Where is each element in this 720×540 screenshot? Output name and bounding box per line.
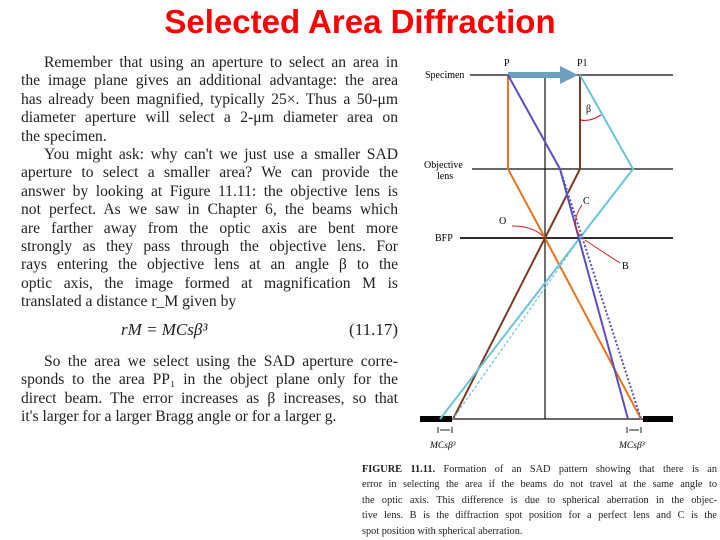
- text-line: it's larger for a larger Bragg angle or …: [21, 408, 337, 426]
- label-shift-right: MCsβ³: [618, 441, 645, 451]
- ray-cyan: [439, 74, 635, 420]
- caption-line: the optic axis. This difference is due t…: [362, 494, 717, 506]
- image-plane-block-right: [643, 416, 673, 422]
- label-o: O: [499, 216, 506, 227]
- sad-ray-diagram: Specimen Objective lens BFP P P1 β C O B…: [420, 58, 673, 451]
- text-line: You might ask: why can't we just use a s…: [44, 145, 398, 163]
- text-line: direct beam. The error increases as β in…: [21, 389, 398, 407]
- o-pointer: [511, 225, 544, 237]
- b-pointer: [584, 239, 621, 264]
- label-bfp: BFP: [435, 233, 453, 244]
- text-line: strongly as they pass through the object…: [21, 237, 398, 255]
- equation-formula: rM = MCsβ³: [121, 320, 208, 339]
- label-lens: lens: [437, 171, 453, 182]
- label-beta: β: [586, 104, 591, 115]
- text-line: sponds to the area PP₁ in the object pla…: [21, 371, 398, 389]
- label-specimen: Specimen: [425, 70, 464, 81]
- shift-marker-left: [437, 427, 453, 433]
- text-line: optic axis, the image formed at magnific…: [21, 274, 398, 292]
- caption-line: error in selecting the area if the beams…: [362, 479, 717, 491]
- text-line: not perfect. As we saw in Chapter 6, the…: [21, 201, 398, 219]
- caption-line: tive lens. B is the diffraction spot pos…: [362, 510, 717, 522]
- text-line: answer by looking at Figure 11.11: the o…: [21, 182, 398, 200]
- text-line: are farther away from the optic axis are…: [21, 219, 398, 237]
- image-plane-block-left: [420, 416, 452, 422]
- text-line: translated a distance r_M given by: [21, 293, 237, 311]
- slide-title: Selected Area Diffraction: [164, 3, 556, 40]
- figure-caption: FIGURE 11.11. Formation of an SAD patter…: [362, 462, 717, 539]
- text-line: the specimen.: [21, 127, 107, 145]
- text-line: has already been magnified, typically 25…: [21, 90, 398, 108]
- label-p: P: [504, 58, 510, 69]
- text-line: the image plane gives an additional adva…: [21, 72, 398, 90]
- label-c: C: [583, 196, 590, 207]
- shift-marker-right: [626, 427, 642, 433]
- text-line: So the area we select using the SAD aper…: [44, 353, 398, 370]
- label-shift-left: MCsβ³: [429, 441, 456, 451]
- caption-line: spot position with spherical aberration.: [362, 525, 523, 537]
- text-line: rays entering the objective lens at an a…: [21, 256, 398, 274]
- body-text: So the area we select using the SAD aper…: [21, 353, 398, 427]
- body-text: Remember that using an aperture to selec…: [21, 54, 398, 311]
- caption-label: FIGURE 11.11.: [362, 464, 436, 475]
- text-line: aperture to select a smaller area? We ca…: [21, 164, 398, 182]
- ray-purple-dotted: [559, 168, 642, 420]
- ray-cyan-dashed: [452, 237, 581, 420]
- equation: rM = MCsβ³ (11.17): [21, 320, 398, 344]
- equation-number: (11.17): [349, 320, 398, 339]
- text-line: Remember that using an aperture to selec…: [44, 54, 398, 71]
- label-objective: Objective: [424, 160, 463, 171]
- pp1-arrowhead: [560, 66, 578, 84]
- ray-orange: [507, 75, 642, 420]
- label-p1: P1: [577, 58, 588, 69]
- beta-arc: [580, 114, 602, 122]
- caption-line: Formation of an SAD pattern showing that…: [443, 464, 717, 475]
- label-b: B: [622, 261, 629, 272]
- text-line: diameter aperture will select a 2-μm dia…: [21, 109, 398, 127]
- ray-brown: [452, 75, 581, 420]
- c-pointer: [575, 204, 583, 237]
